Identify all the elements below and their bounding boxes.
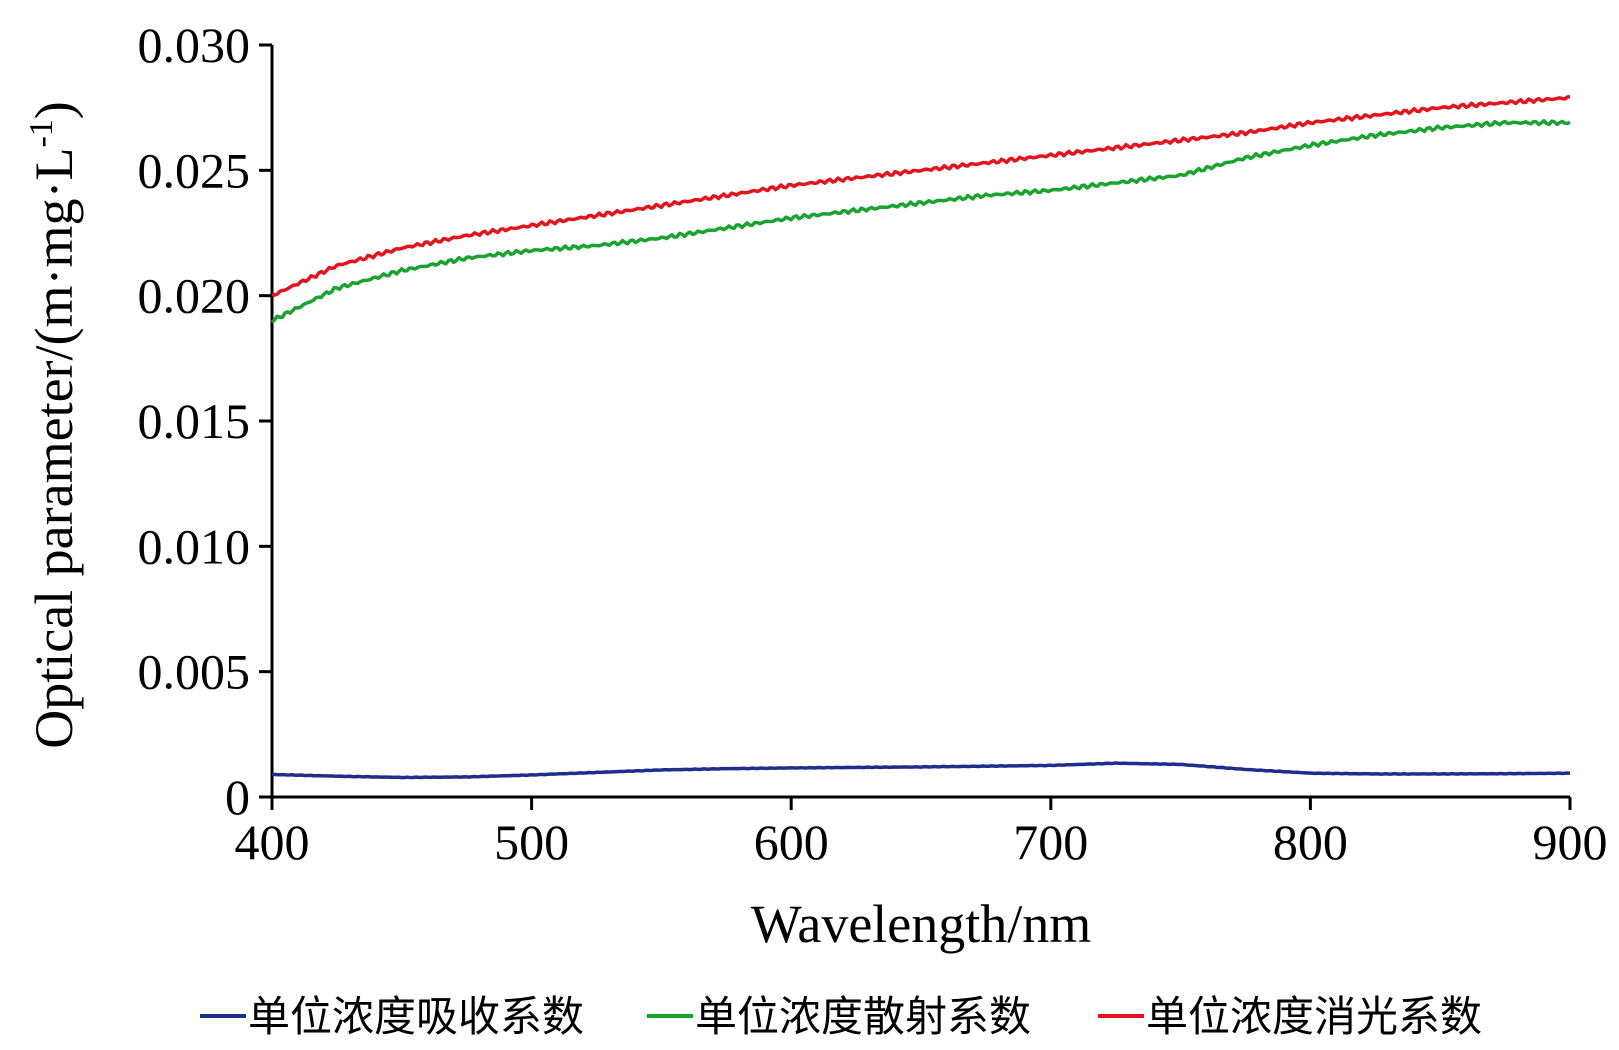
series-line: [271, 761, 1571, 780]
y-tick-label: 0.015: [138, 393, 251, 449]
x-tick-label: 700: [1013, 814, 1088, 870]
y-tick-label: 0.005: [138, 644, 251, 700]
y-axis-title-superscript: -1: [23, 119, 60, 147]
y-tick-label: 0.025: [138, 142, 251, 198]
y-tick-label: 0.020: [138, 268, 251, 324]
legend: 单位浓度吸收系数 单位浓度散射系数 单位浓度消光系数: [200, 992, 1482, 1041]
series-line: [271, 95, 1571, 297]
x-tick-label: 500: [494, 814, 569, 870]
x-axis-title: Wavelength/nm: [751, 894, 1092, 954]
y-tick-label: 0.030: [138, 17, 251, 73]
y-axis-title: Optical parameter/(m·mg·L-1): [23, 101, 84, 749]
axes: 0 0.005 0.010 0.015 0.020 0.025 0.030 400 500 600…: [138, 17, 1608, 870]
x-tick-label: 400: [235, 814, 310, 870]
legend-label: 单位浓度吸收系数: [248, 992, 584, 1041]
x-tick-label: 600: [754, 814, 829, 870]
series-lines: [270, 95, 1571, 780]
y-axis-title-main: Optical parameter/(m·mg·L: [24, 148, 84, 749]
legend-label: 单位浓度消光系数: [1146, 992, 1482, 1041]
y-tick-label: 0.010: [138, 518, 251, 574]
y-tick-label: 0: [225, 769, 250, 825]
x-tick-label: 800: [1273, 814, 1348, 870]
y-axis-title-close: ): [24, 101, 84, 119]
legend-label: 单位浓度散射系数: [695, 992, 1031, 1041]
series-line: [270, 119, 1571, 324]
x-tick-label: 900: [1533, 814, 1608, 870]
